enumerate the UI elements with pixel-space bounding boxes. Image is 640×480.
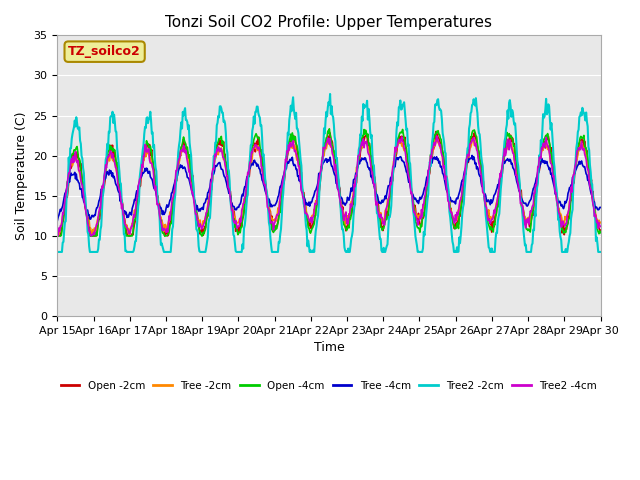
Tree -4cm xyxy=(203,196,211,202)
Line: Open -2cm: Open -2cm xyxy=(58,132,600,236)
Tree2 -4cm xyxy=(54,233,61,239)
Tree -2cm xyxy=(120,211,128,216)
Tree2 -4cm xyxy=(411,209,419,215)
Line: Tree -2cm: Tree -2cm xyxy=(58,139,600,236)
Tree -4cm xyxy=(468,153,476,158)
Tree2 -4cm xyxy=(175,159,182,165)
Open -2cm xyxy=(54,233,61,239)
Open -4cm xyxy=(412,219,419,225)
Tree -2cm xyxy=(175,160,183,166)
Tree2 -2cm xyxy=(326,91,334,97)
Tree -2cm xyxy=(324,136,332,142)
Tree -2cm xyxy=(204,203,212,208)
Tree -2cm xyxy=(54,233,62,239)
Open -2cm xyxy=(395,140,403,146)
Tree -4cm xyxy=(175,168,182,174)
Line: Tree2 -2cm: Tree2 -2cm xyxy=(58,94,600,252)
Tree -2cm xyxy=(412,211,420,216)
Tree2 -4cm xyxy=(433,133,440,139)
Tree2 -2cm xyxy=(412,233,419,239)
Tree2 -4cm xyxy=(119,212,127,217)
Open -4cm xyxy=(596,230,604,236)
Open -2cm xyxy=(175,167,182,172)
Open -2cm xyxy=(119,207,127,213)
Open -2cm xyxy=(63,194,71,200)
Tree -4cm xyxy=(596,204,604,210)
Open -2cm xyxy=(411,202,419,208)
Text: TZ_soilco2: TZ_soilco2 xyxy=(68,45,141,58)
Legend: Open -2cm, Tree -2cm, Open -4cm, Tree -4cm, Tree2 -2cm, Tree2 -4cm: Open -2cm, Tree -2cm, Open -4cm, Tree -4… xyxy=(56,377,602,395)
Title: Tonzi Soil CO2 Profile: Upper Temperatures: Tonzi Soil CO2 Profile: Upper Temperatur… xyxy=(166,15,492,30)
Tree -4cm xyxy=(54,217,61,223)
Open -4cm xyxy=(63,179,71,185)
Tree -2cm xyxy=(397,140,404,146)
Tree2 -4cm xyxy=(203,209,211,215)
Tree2 -2cm xyxy=(54,249,61,255)
Tree2 -2cm xyxy=(175,149,182,155)
Tree2 -4cm xyxy=(63,180,71,186)
Tree -2cm xyxy=(54,232,61,238)
Tree2 -2cm xyxy=(596,249,604,255)
Tree2 -2cm xyxy=(203,240,211,246)
Open -4cm xyxy=(119,208,127,214)
Open -2cm xyxy=(203,215,211,220)
Tree2 -4cm xyxy=(395,137,403,143)
Open -4cm xyxy=(175,160,182,166)
Tree -4cm xyxy=(119,208,127,214)
Open -4cm xyxy=(203,211,211,216)
Tree -2cm xyxy=(64,177,72,183)
Tree -4cm xyxy=(63,183,71,189)
Line: Tree -4cm: Tree -4cm xyxy=(58,156,600,220)
Tree -4cm xyxy=(395,155,403,161)
Tree2 -2cm xyxy=(63,189,71,195)
Line: Open -4cm: Open -4cm xyxy=(58,129,600,236)
Line: Tree2 -4cm: Tree2 -4cm xyxy=(58,136,600,236)
Open -4cm xyxy=(326,126,333,132)
Tree2 -4cm xyxy=(596,224,604,229)
Open -2cm xyxy=(432,129,440,134)
Tree2 -2cm xyxy=(396,104,403,110)
X-axis label: Time: Time xyxy=(314,341,344,354)
Y-axis label: Soil Temperature (C): Soil Temperature (C) xyxy=(15,111,28,240)
Open -4cm xyxy=(54,233,61,239)
Tree2 -2cm xyxy=(119,217,127,223)
Tree -4cm xyxy=(411,196,419,202)
Tree -2cm xyxy=(596,219,604,225)
Open -4cm xyxy=(396,131,403,136)
Open -2cm xyxy=(596,228,604,233)
